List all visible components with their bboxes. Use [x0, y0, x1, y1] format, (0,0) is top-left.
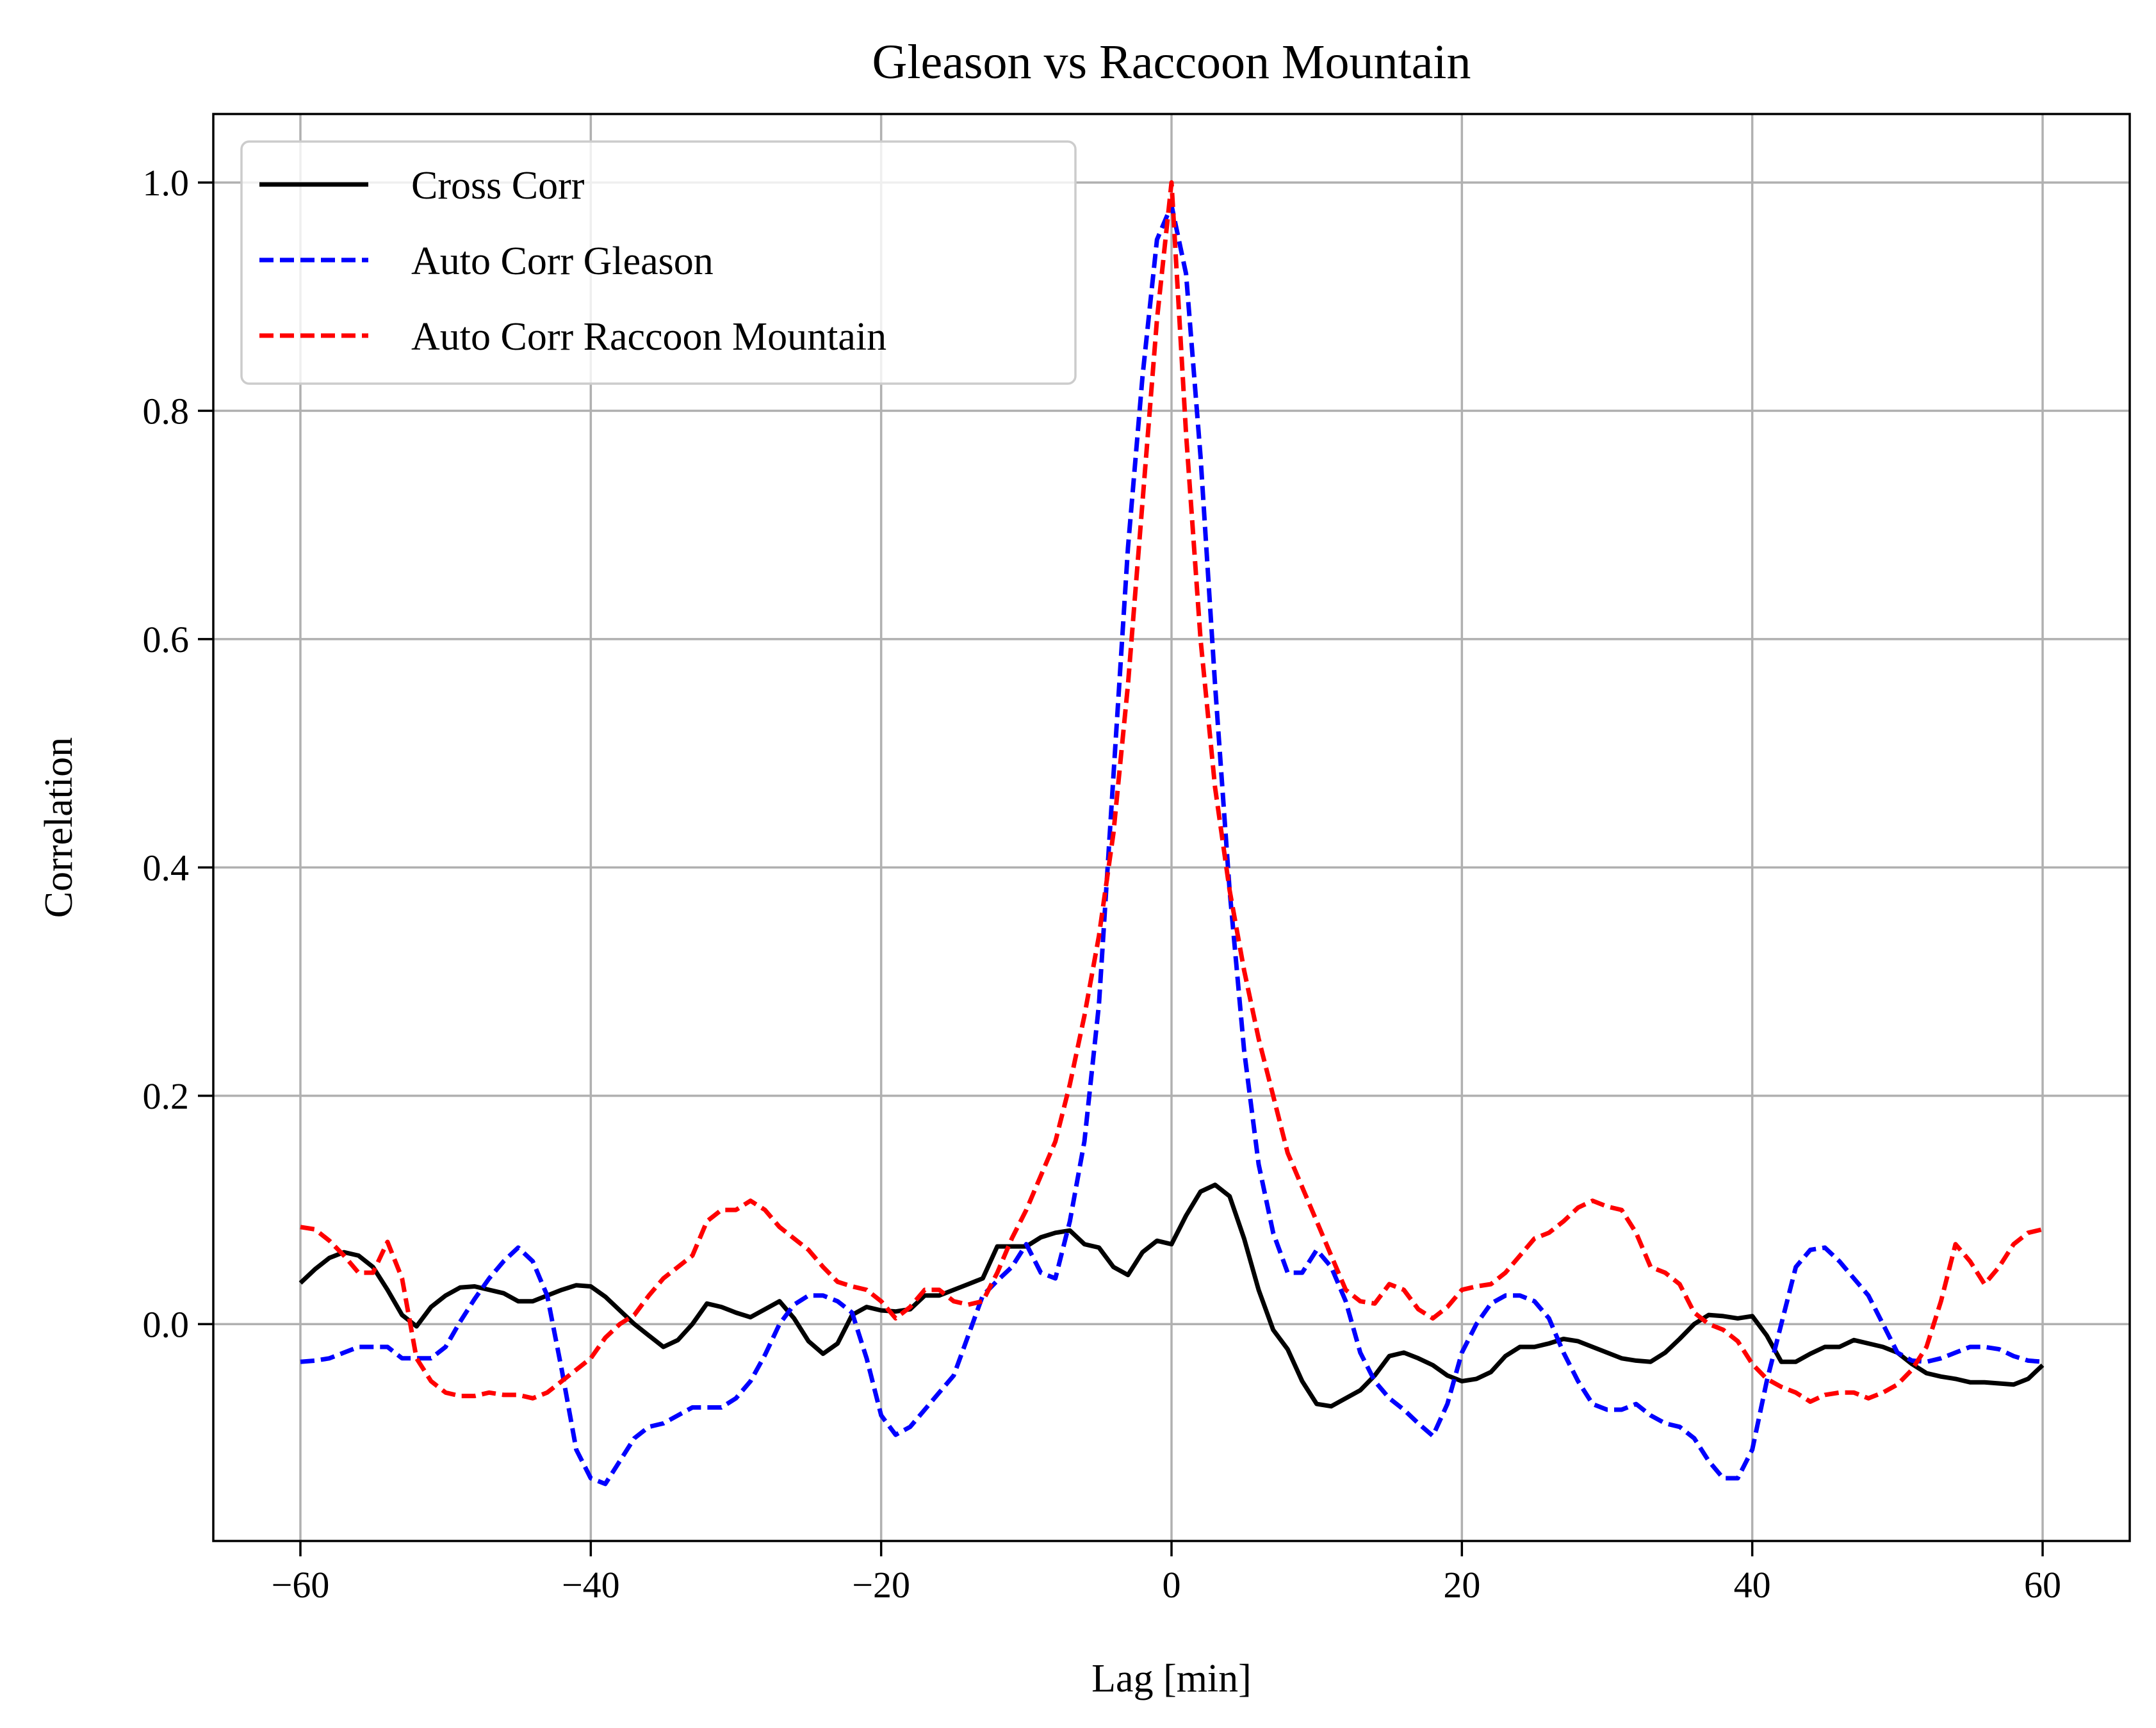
- legend-label-2: Auto Corr Raccoon Mountain: [411, 315, 886, 359]
- y-tick-label: 0.0: [143, 1303, 190, 1345]
- y-axis-label: Correlation: [37, 737, 81, 918]
- x-tick-label: −20: [852, 1564, 910, 1606]
- y-tick-label: 0.2: [143, 1075, 190, 1117]
- x-tick-label: 40: [1734, 1564, 1771, 1606]
- x-axis-ticks: −60 −40 −20 0 20 40 60: [272, 1541, 2061, 1606]
- y-tick-label: 1.0: [143, 162, 190, 204]
- x-tick-label: −40: [562, 1564, 620, 1606]
- series-lines: [298, 180, 2045, 1487]
- x-tick-label: 0: [1163, 1564, 1181, 1606]
- chart-title: Gleason vs Raccoon Mountain: [872, 35, 1471, 89]
- series-line-2: [300, 180, 2043, 1404]
- legend: Cross Corr Auto Corr Gleason Auto Corr Rac…: [240, 140, 1077, 385]
- x-tick-label: 20: [1443, 1564, 1480, 1606]
- series-line-0: [298, 1182, 2045, 1409]
- legend-box: [240, 140, 1077, 385]
- x-axis-label: Lag [min]: [1091, 1657, 1252, 1700]
- legend-label-0: Cross Corr: [411, 164, 585, 208]
- x-tick-label: −60: [272, 1564, 330, 1606]
- y-tick-label: 0.8: [143, 390, 190, 432]
- y-tick-label: 0.4: [143, 847, 190, 888]
- legend-label-1: Auto Corr Gleason: [411, 240, 714, 283]
- x-tick-label: 60: [2024, 1564, 2061, 1606]
- y-axis-ticks: 0.0 0.2 0.4 0.6 0.8 1.0: [143, 162, 213, 1345]
- y-tick-label: 0.6: [143, 619, 190, 660]
